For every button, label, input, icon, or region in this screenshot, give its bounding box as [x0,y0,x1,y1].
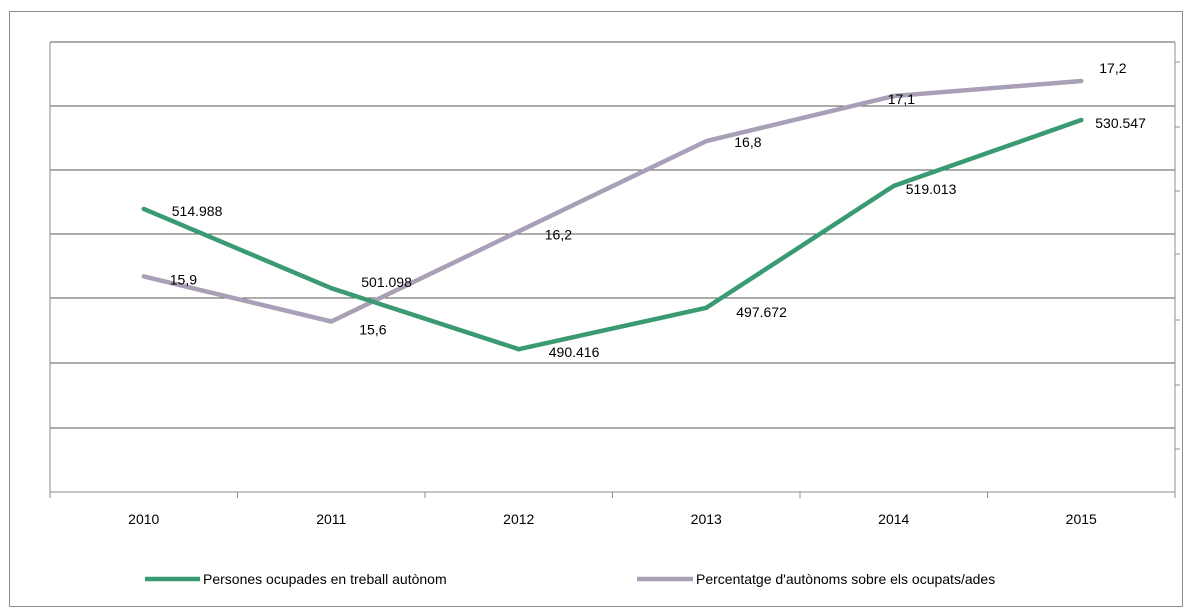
series-1-label-2010: 15,9 [170,271,197,287]
axes [49,42,1180,493]
series-1-point-2014 [891,94,896,99]
series-1-point-2015 [1079,79,1084,83]
chart-frame [9,11,1183,607]
gridlines [50,41,1175,429]
series-0-label-2015: 530.547 [1095,115,1146,131]
x-tick-label-2014: 2014 [878,511,909,527]
series-1-point-2013 [704,139,709,144]
series-1-label-2014: 17,1 [888,91,915,107]
series-0-label-2013: 497.672 [736,304,787,320]
series-0-point-2014 [891,183,896,188]
series-1-label-2012: 16,2 [545,226,572,242]
x-axis-ticks: 2010 2011 2012 2013 2014 2015 [49,492,1176,527]
x-tick-label-2012: 2012 [503,511,534,527]
series-0-point-2011 [329,286,334,291]
series-0-label-2011: 501.098 [361,274,412,290]
series-1-point-2012 [516,229,521,234]
series-1-label-2013: 16,8 [734,134,761,150]
x-tick-label-2013: 2013 [691,511,722,527]
series-1-label-2011: 15,6 [359,322,386,338]
legend-label-0: Persones ocupades en treball autònom [203,571,447,587]
legend-label-1: Percentatge d'autònoms sobre els ocupats… [696,571,995,587]
series-0-point-2010 [141,206,146,211]
series-0-point-2015 [1079,118,1084,123]
series-0-point-2013 [704,305,709,310]
series-1-point-2010 [141,274,146,279]
series-0-point-2012 [516,347,521,352]
legend: Persones ocupades en treball autònom Perc… [145,571,995,587]
x-tick-label-2010: 2010 [128,511,159,527]
x-tick-label-2015: 2015 [1066,511,1097,527]
series-0-label-2014: 519.013 [906,181,957,197]
data-labels: 514.988 501.098 490.416 497.672 519.013 530.5… [170,60,1146,360]
x-tick-label-2011: 2011 [316,511,346,527]
series-lines [141,78,1084,352]
series-line-0 [141,117,1084,352]
series-line-1 [141,78,1084,324]
series-0-label-2012: 490.416 [549,344,600,360]
series-1-point-2011 [329,319,334,324]
series-1-label-2015: 17,2 [1099,60,1126,76]
series-0-label-2010: 514.988 [172,203,223,219]
